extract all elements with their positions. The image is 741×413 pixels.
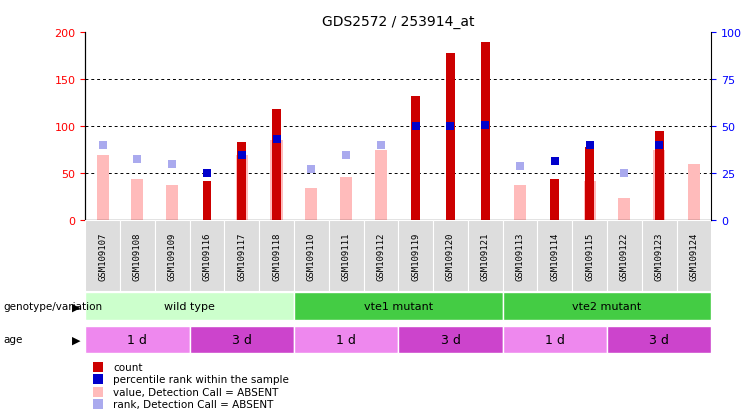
Bar [329, 221, 364, 291]
Text: GSM109114: GSM109114 [551, 232, 559, 280]
Bar [583, 181, 596, 221]
Bar [190, 326, 294, 354]
Text: age: age [4, 335, 23, 344]
Bar [502, 326, 607, 354]
Bar [155, 221, 190, 291]
Text: GSM109117: GSM109117 [237, 232, 246, 280]
Text: GSM109113: GSM109113 [516, 232, 525, 280]
Bar [537, 221, 572, 291]
Bar [270, 141, 282, 221]
Text: GSM109124: GSM109124 [689, 232, 699, 280]
Bar [502, 221, 537, 291]
Bar [96, 155, 109, 221]
Bar [607, 221, 642, 291]
Text: GSM109111: GSM109111 [342, 232, 350, 280]
Bar [294, 293, 502, 320]
Text: GSM109121: GSM109121 [481, 232, 490, 280]
Text: vte1 mutant: vte1 mutant [364, 301, 433, 312]
Text: 1 d: 1 d [336, 333, 356, 346]
Bar [85, 293, 294, 320]
Bar [305, 189, 317, 221]
Text: GSM109122: GSM109122 [620, 232, 629, 280]
Text: value, Detection Call = ABSENT: value, Detection Call = ABSENT [113, 387, 279, 397]
Bar [131, 180, 144, 221]
Text: 3 d: 3 d [649, 333, 669, 346]
Bar [375, 150, 387, 221]
Bar [411, 97, 420, 221]
Text: vte2 mutant: vte2 mutant [572, 301, 642, 312]
Text: count: count [113, 362, 143, 372]
Text: GSM109123: GSM109123 [655, 232, 664, 280]
Bar [120, 221, 155, 291]
Text: GSM109119: GSM109119 [411, 232, 420, 280]
Bar [446, 54, 455, 221]
Text: GSM109115: GSM109115 [585, 232, 594, 280]
Bar [572, 221, 607, 291]
Bar [677, 221, 711, 291]
Text: GSM109110: GSM109110 [307, 232, 316, 280]
Text: percentile rank within the sample: percentile rank within the sample [113, 375, 289, 385]
Bar [190, 221, 225, 291]
Bar [202, 181, 211, 221]
Bar [364, 221, 398, 291]
Text: GSM109108: GSM109108 [133, 232, 142, 280]
Bar [236, 155, 247, 221]
Text: 3 d: 3 d [441, 333, 460, 346]
Bar [340, 178, 352, 221]
Text: GSM109112: GSM109112 [376, 232, 385, 280]
Text: GSM109116: GSM109116 [202, 232, 211, 280]
Bar [225, 221, 259, 291]
Bar [688, 165, 700, 221]
Bar [618, 198, 631, 221]
Bar [272, 110, 281, 221]
Bar [166, 185, 179, 221]
Title: GDS2572 / 253914_at: GDS2572 / 253914_at [322, 15, 474, 29]
Bar [655, 132, 663, 221]
Bar [653, 150, 665, 221]
Bar [585, 148, 594, 221]
Bar [514, 185, 526, 221]
Text: GSM109118: GSM109118 [272, 232, 281, 280]
Text: GSM109120: GSM109120 [446, 232, 455, 280]
Bar [481, 43, 490, 221]
Bar [259, 221, 294, 291]
Bar [642, 221, 677, 291]
Bar [237, 143, 246, 221]
Bar [551, 180, 559, 221]
Bar [294, 221, 329, 291]
Text: 3 d: 3 d [232, 333, 252, 346]
Text: 1 d: 1 d [545, 333, 565, 346]
Text: rank, Detection Call = ABSENT: rank, Detection Call = ABSENT [113, 399, 273, 409]
Text: GSM109109: GSM109109 [167, 232, 176, 280]
Bar [607, 326, 711, 354]
Text: ▶: ▶ [72, 301, 80, 311]
Text: ▶: ▶ [72, 335, 80, 344]
Text: 1 d: 1 d [127, 333, 147, 346]
Text: GSM109107: GSM109107 [98, 232, 107, 280]
Text: wild type: wild type [165, 301, 215, 312]
Bar [399, 221, 433, 291]
Bar [399, 326, 502, 354]
Bar [433, 221, 468, 291]
Bar [468, 221, 502, 291]
Bar [85, 221, 120, 291]
Bar [294, 326, 398, 354]
Text: genotype/variation: genotype/variation [4, 301, 103, 311]
Bar [85, 326, 190, 354]
Bar [502, 293, 711, 320]
